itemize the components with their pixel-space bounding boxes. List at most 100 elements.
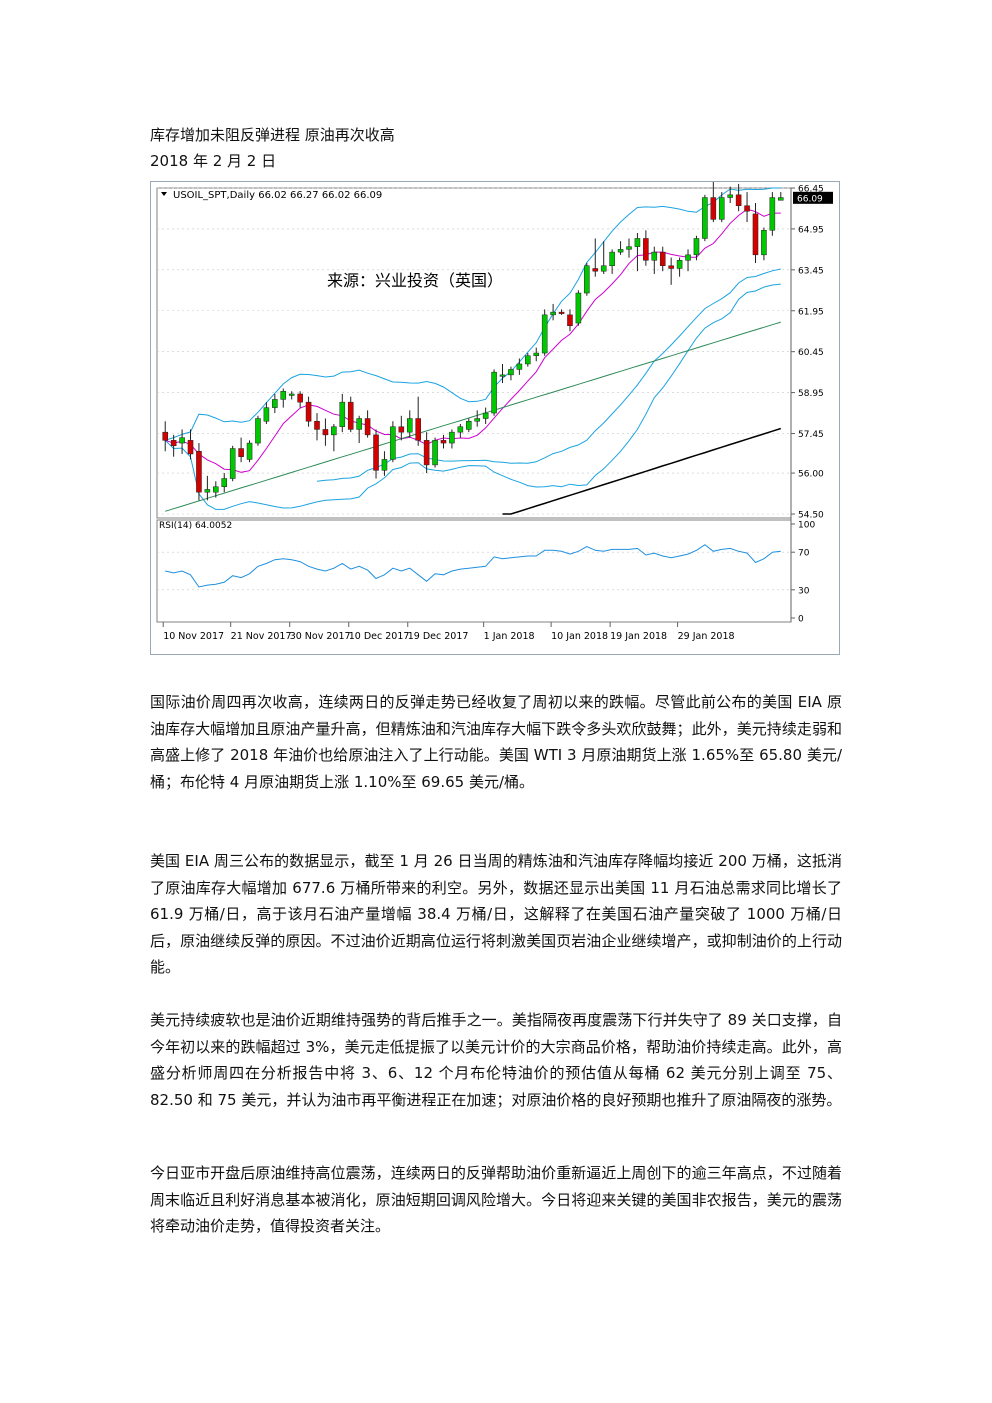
candle-body — [246, 442, 253, 460]
price-tick-label: 63.45 — [798, 266, 824, 276]
time-tick-label: 19 Dec 2017 — [408, 631, 469, 642]
candle-body — [533, 352, 540, 357]
candle-body — [778, 197, 784, 201]
candle-body — [718, 197, 725, 220]
last-price-box — [793, 191, 833, 204]
candle-body — [272, 399, 278, 408]
candle-body — [693, 238, 700, 256]
candle-body — [288, 393, 295, 396]
price-tick-label: 57.45 — [798, 430, 824, 440]
candle-body — [170, 440, 177, 447]
candle-body — [415, 418, 421, 441]
candle-body — [305, 401, 312, 422]
rsi-tick-label: 30 — [798, 586, 810, 596]
candle-body — [229, 448, 236, 479]
candle-body — [238, 448, 244, 457]
candle-body — [643, 238, 649, 261]
candle-body — [558, 311, 565, 314]
dropdown-triangle-icon — [161, 192, 167, 196]
candle-body — [676, 260, 683, 269]
candle-body — [651, 251, 658, 261]
time-tick-label: 10 Dec 2017 — [349, 631, 410, 642]
candle-body — [213, 486, 219, 493]
candle-body — [600, 265, 607, 272]
candle-body — [499, 374, 506, 377]
candle-body — [440, 440, 447, 444]
time-tick-label: 30 Nov 2017 — [290, 631, 351, 642]
candle-body — [449, 431, 455, 444]
candle-body — [432, 440, 438, 466]
candle-body — [221, 478, 228, 487]
candle-body — [364, 418, 371, 436]
price-tick-label: 61.95 — [798, 307, 824, 317]
candle-body — [339, 401, 346, 427]
candle-body — [280, 390, 287, 400]
rsi-tick-label: 100 — [798, 521, 815, 531]
main-panel-border — [156, 187, 792, 519]
article-date: 2018 年 2 月 2 日 — [150, 152, 277, 170]
candle-body — [617, 249, 624, 253]
time-tick-label: 21 Nov 2017 — [231, 631, 292, 642]
candle-body — [584, 265, 590, 294]
candle-body — [735, 194, 742, 206]
rsi-label: RSI(14) 64.0052 — [159, 521, 232, 531]
candle-body — [162, 431, 168, 441]
candle-body — [668, 265, 674, 269]
paragraph-1: 国际油价周四再次收高，连续两日的反弹走势已经收复了周初以来的跌幅。尽管此前公布的… — [150, 693, 842, 791]
candle-body — [744, 205, 750, 212]
candle-body — [187, 440, 194, 455]
price-chart: 66.45 64.95 63.45 61.95 60.45 58.95 57.45 56.00… — [150, 181, 840, 655]
candle-body — [406, 418, 413, 433]
symbol-header: USOIL_SPT,Daily 66.02 66.27 66.02 66.09 — [173, 190, 382, 201]
price-tick-label: 66.45 — [798, 185, 824, 195]
candle-body — [179, 437, 185, 444]
paragraph-2: 美国 EIA 周三公布的数据显示，截至 1 月 26 日当周的精炼油和汽油库存降… — [150, 852, 842, 976]
price-tick-label: 54.50 — [798, 511, 824, 521]
candle-body — [567, 314, 573, 327]
time-tick-label: 10 Nov 2017 — [163, 631, 224, 642]
candle-body — [263, 407, 270, 422]
candle-body — [482, 412, 489, 419]
price-axis: 66.45 64.95 63.45 61.95 60.45 58.95 57.45 56.00… — [791, 185, 833, 521]
price-tick-label: 56.00 — [798, 470, 824, 480]
source-watermark: 来源：兴业投资（英国） — [327, 271, 503, 290]
inner-band-line — [316, 268, 781, 482]
candle-body — [331, 426, 337, 436]
candle-body — [752, 213, 759, 256]
candle-body — [769, 197, 776, 231]
candle-body — [508, 369, 514, 376]
candle-body — [322, 429, 329, 436]
candle-body — [474, 418, 480, 422]
candle-body — [491, 371, 497, 414]
candle-body — [575, 292, 582, 324]
last-price-label: 66.09 — [797, 194, 823, 204]
candle-body — [685, 254, 691, 261]
candle-body — [347, 401, 354, 430]
indicator-lines — [164, 187, 782, 515]
candle-body — [196, 451, 202, 493]
candle-body — [398, 426, 405, 433]
candle-body — [634, 238, 641, 247]
lower-band-line — [164, 283, 781, 510]
candle-body — [373, 434, 379, 471]
candle-body — [255, 418, 261, 444]
time-tick-label: 29 Jan 2018 — [678, 631, 735, 642]
candle-body — [541, 314, 548, 354]
rsi-tick-label: 70 — [798, 549, 810, 559]
candle-body — [314, 420, 320, 430]
candle-body — [466, 420, 472, 430]
time-tick-label: 19 Jan 2018 — [610, 631, 667, 642]
time-tick-label: 1 Jan 2018 — [484, 631, 535, 642]
rsi-line — [165, 544, 781, 588]
candle-body — [204, 489, 211, 493]
price-tick-label: 64.95 — [798, 225, 824, 235]
candle-body — [761, 230, 767, 256]
candle-body — [710, 197, 717, 220]
candle-body — [381, 459, 388, 471]
paragraph-4: 今日亚市开盘后原油维持高位震荡，连续两日的反弹帮助油价重新逼近上周创下的逾三年高… — [150, 1164, 842, 1235]
candle-body — [626, 246, 632, 250]
price-tick-label: 58.95 — [798, 389, 824, 399]
short-ma-line — [165, 208, 781, 473]
long-ma-line — [502, 427, 782, 515]
